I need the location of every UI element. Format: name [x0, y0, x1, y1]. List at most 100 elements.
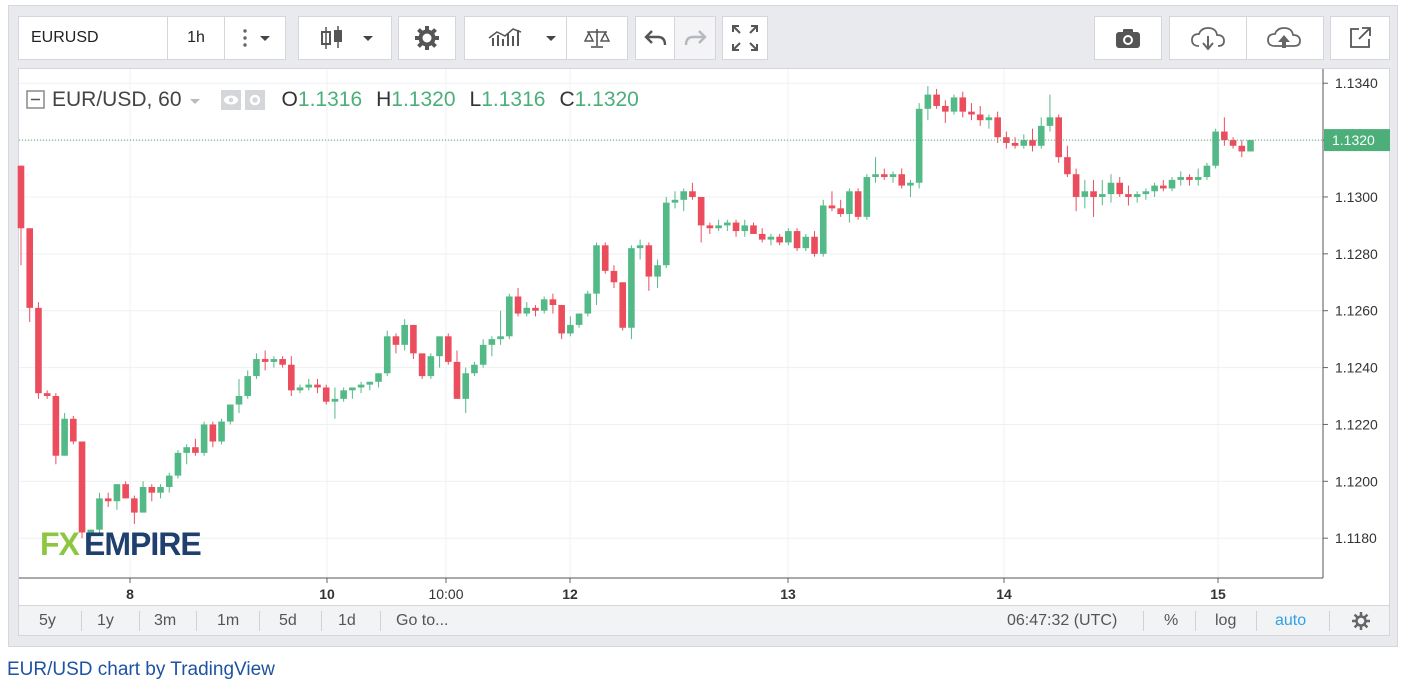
- candle: [87, 529, 95, 539]
- symbol-search-button[interactable]: EURUSD: [18, 16, 168, 60]
- chart-pane[interactable]: [18, 68, 1390, 606]
- candle-body: [183, 447, 190, 453]
- candle: [645, 242, 653, 291]
- range-5y-button[interactable]: 5y: [39, 612, 56, 629]
- candle-body: [1142, 191, 1150, 195]
- load-chart-button[interactable]: [1169, 16, 1247, 60]
- candle: [139, 481, 147, 513]
- candle-body: [793, 231, 801, 249]
- candle-body: [915, 108, 923, 183]
- candle-body: [584, 293, 592, 314]
- candle: [122, 481, 129, 499]
- candle-body: [1116, 182, 1124, 195]
- candle-body: [244, 376, 252, 397]
- candle: [357, 381, 365, 394]
- candle: [497, 310, 504, 345]
- settings-button[interactable]: [398, 16, 456, 60]
- candle-body: [1011, 142, 1019, 146]
- x-tick-label: 15: [1210, 586, 1226, 602]
- candle: [113, 484, 121, 510]
- candle: [959, 91, 967, 118]
- chart-style-button[interactable]: [298, 16, 392, 60]
- candle-body: [314, 384, 321, 388]
- candle-body: [880, 174, 888, 178]
- candle: [968, 103, 975, 121]
- candle-body: [157, 487, 164, 493]
- utc-clock[interactable]: 06:47:32 (UTC): [1007, 612, 1118, 629]
- candle-body: [436, 336, 443, 357]
- candle: [488, 336, 496, 357]
- divider: [380, 611, 381, 631]
- candle-body: [854, 191, 862, 217]
- undo-button[interactable]: [635, 16, 675, 60]
- candle: [340, 387, 347, 402]
- candle-body: [514, 296, 522, 314]
- candle-body: [506, 296, 513, 337]
- last-price-label: 1.1320: [1332, 132, 1375, 148]
- candle-body: [1125, 194, 1132, 197]
- candle-body: [87, 529, 95, 533]
- candle: [846, 188, 853, 223]
- eye-icon[interactable]: [220, 89, 268, 111]
- auto-scale-button[interactable]: auto: [1275, 612, 1307, 629]
- goto-button[interactable]: Go to...: [396, 612, 449, 629]
- candle-body: [662, 202, 670, 266]
- candle-body: [1133, 194, 1141, 197]
- x-tick-label: 10:00: [428, 586, 463, 602]
- range-3m-button[interactable]: 3m: [154, 612, 177, 629]
- redo-button[interactable]: [674, 16, 716, 60]
- candle-body: [349, 387, 356, 391]
- candle-body: [61, 418, 68, 456]
- candle-body: [994, 117, 1001, 138]
- candle: [1203, 162, 1211, 180]
- candle: [70, 415, 77, 445]
- candle: [96, 492, 103, 533]
- candle-body: [811, 236, 818, 254]
- popout-button[interactable]: [1330, 16, 1390, 60]
- compare-button[interactable]: [566, 16, 628, 60]
- candle-body: [253, 359, 260, 377]
- save-chart-button[interactable]: [1246, 16, 1324, 60]
- collapse-icon[interactable]: [26, 90, 46, 110]
- candle-body: [575, 313, 583, 325]
- candle: [628, 245, 635, 340]
- candle-body: [35, 307, 42, 394]
- chevron-down-icon[interactable]: [188, 90, 202, 110]
- candle-body: [959, 97, 967, 112]
- candle-body: [462, 373, 470, 399]
- indicators-button[interactable]: [464, 16, 576, 60]
- log-scale-button[interactable]: log: [1215, 612, 1237, 629]
- candle: [540, 296, 548, 314]
- gear-icon[interactable]: [1351, 611, 1371, 631]
- candle: [636, 239, 644, 260]
- candle: [226, 404, 234, 425]
- candle: [444, 333, 452, 365]
- range-1m-button[interactable]: 1m: [217, 612, 240, 629]
- candle: [793, 228, 801, 251]
- candle: [1221, 117, 1228, 146]
- candle: [1011, 137, 1019, 149]
- candle-body: [942, 105, 949, 112]
- candle: [1186, 174, 1193, 186]
- candle: [802, 233, 810, 251]
- undo-icon: [643, 30, 666, 46]
- interval-menu-button[interactable]: [224, 16, 286, 60]
- candle-body: [1055, 117, 1062, 158]
- candle: [1072, 168, 1080, 212]
- snapshot-button[interactable]: [1094, 16, 1162, 60]
- svg-text:EMPIRE: EMPIRE: [84, 526, 201, 562]
- fullscreen-button[interactable]: [722, 16, 768, 60]
- range-5d-button[interactable]: 5d: [279, 612, 297, 629]
- percent-scale-button[interactable]: %: [1164, 612, 1179, 629]
- candle-body: [497, 336, 504, 340]
- candle: [706, 222, 714, 234]
- candle-body: [1098, 194, 1106, 197]
- candle-body: [950, 97, 958, 112]
- range-1d-button[interactable]: 1d: [338, 612, 356, 629]
- candle-body: [139, 487, 147, 513]
- candle-body: [1238, 145, 1246, 152]
- tradingview-attribution-link[interactable]: EUR/USD chart by TradingView: [7, 659, 275, 680]
- candle: [1029, 128, 1036, 152]
- range-1y-button[interactable]: 1y: [97, 612, 114, 629]
